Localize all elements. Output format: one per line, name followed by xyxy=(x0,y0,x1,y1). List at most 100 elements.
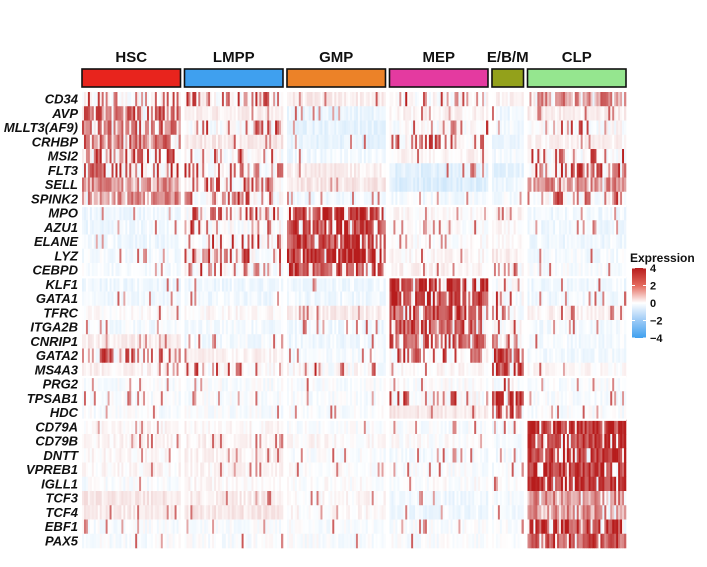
heat-cell xyxy=(367,234,371,250)
heat-cell xyxy=(206,320,209,335)
heat-cell xyxy=(156,106,160,121)
heat-cell xyxy=(499,120,503,136)
heat-cell xyxy=(117,134,120,150)
heat-cell xyxy=(401,163,404,178)
heat-cell xyxy=(125,248,128,264)
heat-cell xyxy=(290,163,294,178)
heat-cell xyxy=(499,234,503,250)
heat-cell xyxy=(622,134,625,150)
heat-cell xyxy=(271,177,274,193)
heat-cell xyxy=(539,177,542,193)
heat-cell xyxy=(99,177,102,193)
heat-cell xyxy=(330,334,333,349)
heat-cell xyxy=(529,305,532,321)
heat-cell xyxy=(381,320,384,335)
heat-cell xyxy=(515,206,518,221)
heat-cell xyxy=(456,191,459,207)
heat-cell xyxy=(82,106,85,121)
heat-cell xyxy=(432,291,436,307)
heat-cell xyxy=(549,248,552,264)
heat-cell xyxy=(448,92,451,107)
heat-cell xyxy=(566,277,570,292)
heat-cell xyxy=(194,92,197,107)
heat-cell xyxy=(501,149,505,164)
heat-cell xyxy=(202,106,205,121)
heat-cell xyxy=(332,149,335,164)
heat-cell xyxy=(624,320,627,335)
heat-cell xyxy=(555,334,558,349)
heat-cell xyxy=(383,248,386,264)
heat-cell xyxy=(572,120,576,136)
heat-cell xyxy=(154,348,158,364)
heat-cell xyxy=(231,120,235,136)
heat-cell xyxy=(598,177,601,193)
heat-cell xyxy=(389,92,392,107)
heat-cell xyxy=(302,263,306,278)
heat-cell xyxy=(210,163,213,178)
heat-cell xyxy=(198,263,201,278)
heat-cell xyxy=(478,248,481,264)
heat-cell xyxy=(614,163,617,178)
heat-cell xyxy=(152,291,156,307)
heat-cell xyxy=(535,291,538,307)
heat-cell xyxy=(107,149,110,164)
heat-cell xyxy=(361,320,365,335)
heat-cell xyxy=(409,191,412,207)
heat-cell xyxy=(186,163,189,178)
heat-cell xyxy=(269,92,272,107)
heat-cell xyxy=(357,106,361,121)
heat-cell xyxy=(379,291,382,307)
heat-cell xyxy=(620,220,623,235)
heat-cell xyxy=(342,191,345,207)
heat-cell xyxy=(336,134,339,150)
heat-cell xyxy=(271,248,274,264)
heat-cell xyxy=(87,305,91,321)
heat-cell xyxy=(580,163,583,178)
heat-cell xyxy=(419,334,422,349)
heat-cell xyxy=(600,291,603,307)
heat-cell xyxy=(294,92,298,107)
heat-cell xyxy=(113,92,116,107)
heat-cell xyxy=(133,191,136,207)
heat-cell xyxy=(156,277,160,292)
heat-cell xyxy=(389,334,392,349)
heat-cell xyxy=(549,177,552,193)
heat-cell xyxy=(582,177,585,193)
heat-cell xyxy=(428,206,432,221)
heat-cell xyxy=(216,263,219,278)
heat-cell xyxy=(574,206,578,221)
heat-cell xyxy=(578,277,581,292)
heat-cell xyxy=(253,320,256,335)
heat-cell xyxy=(196,263,199,278)
heat-cell xyxy=(251,305,254,321)
heat-cell xyxy=(578,163,581,178)
heat-cell xyxy=(125,120,128,136)
heat-cell xyxy=(426,163,430,178)
heat-cell xyxy=(348,134,351,150)
group-label-mep: MEP xyxy=(422,49,455,66)
heat-cell xyxy=(154,263,158,278)
heat-cell xyxy=(620,263,623,278)
heat-cell xyxy=(97,92,101,107)
heat-cell xyxy=(87,291,91,307)
heat-cell xyxy=(444,149,447,164)
heat-cell xyxy=(560,320,564,335)
heat-cell xyxy=(501,177,505,193)
heat-cell xyxy=(484,163,487,178)
heat-cell xyxy=(403,177,406,193)
heat-cell xyxy=(359,92,363,107)
heat-cell xyxy=(624,220,627,235)
heat-cell xyxy=(444,234,447,250)
heat-cell xyxy=(598,291,601,307)
heat-cell xyxy=(608,220,611,235)
heat-cell xyxy=(257,120,260,136)
heat-cell xyxy=(255,177,258,193)
heat-cell xyxy=(322,220,325,235)
heat-cell xyxy=(470,149,473,164)
heat-cell xyxy=(271,291,274,307)
heat-cell xyxy=(363,120,367,136)
heat-cell xyxy=(239,348,242,364)
heat-cell xyxy=(350,191,353,207)
heat-cell xyxy=(160,305,164,321)
heat-cell xyxy=(403,277,406,292)
